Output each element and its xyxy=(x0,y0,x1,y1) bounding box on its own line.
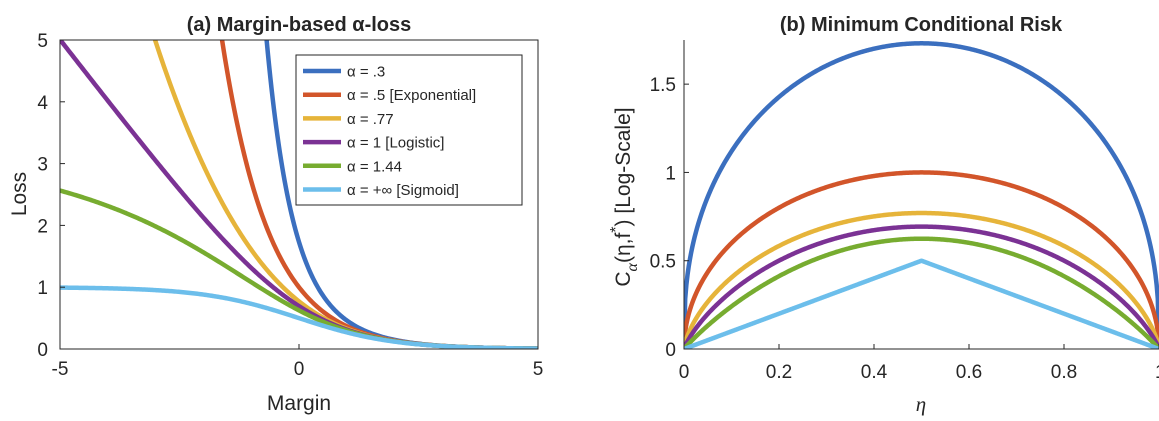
panel-a-xtick-label: 0 xyxy=(294,359,305,380)
panel-b-xtick-label: 1 xyxy=(1155,362,1159,383)
panel-a-ytick-label: 0 xyxy=(37,340,48,361)
legend-label-1: α = .5 [Exponential] xyxy=(347,87,476,104)
panel-a-ytick-label: 5 xyxy=(37,31,48,52)
panel-b-series-group xyxy=(684,41,1159,349)
legend-box xyxy=(295,54,523,206)
ylabel-sup-star: * xyxy=(608,226,625,232)
panel-b-series-line-3 xyxy=(684,224,1159,349)
panel-b-ytick-label: 1 xyxy=(665,163,676,184)
ylabel-rest: ) [Log-Scale] xyxy=(612,107,635,226)
panel-b-series-line-0 xyxy=(684,41,1159,349)
panel-b-series-line-5 xyxy=(684,258,1159,349)
panel-a-xtick-label: 5 xyxy=(533,359,544,380)
panel-b-title: (b) Minimum Conditional Risk xyxy=(780,14,1063,36)
panel-b-xtick-label: 0 xyxy=(679,362,690,383)
panel-b-series-line-1 xyxy=(684,170,1159,349)
panel-b-xtick-label: 0.4 xyxy=(861,362,888,383)
panel-a-ytick-label: 1 xyxy=(37,278,48,299)
ylabel-paren: (η,f xyxy=(612,233,635,264)
panel-a-ylabel: Loss xyxy=(8,172,31,216)
panel-b-xtick-label: 0.2 xyxy=(766,362,792,383)
panel-a-series-group xyxy=(60,40,538,349)
panel-a-ytick-label: 4 xyxy=(37,93,48,114)
panel-b-xtick-label: 0.8 xyxy=(1051,362,1077,383)
panel-a-legend: α = .3 α = .5 [Exponential] α = .77 α = 1 [… xyxy=(295,54,523,206)
panel-b-axes xyxy=(683,40,1159,350)
panel-b-ticks: 0 0.2 0.4 0.6 0.8 1 0 0.5 1 1.5 xyxy=(650,75,1159,383)
panel-b-ytick-label: 0 xyxy=(665,340,676,361)
panel-b-xtick-label: 0.6 xyxy=(956,362,982,383)
panel-a-series-line-5 xyxy=(60,285,538,349)
ylabel-c: C xyxy=(612,271,635,286)
legend-label-2: α = .77 xyxy=(347,111,394,128)
legend-label-3: α = 1 [Logistic] xyxy=(347,135,444,152)
panel-b-xlabel: η xyxy=(916,392,926,416)
panel-b-series-line-2 xyxy=(684,210,1159,349)
ylabel-sub-alpha: α xyxy=(624,262,641,271)
panel-b-ytick-label: 1.5 xyxy=(650,75,676,96)
panel-b-series-line-4 xyxy=(684,236,1159,349)
legend-label-5: α = +∞ [Sigmoid] xyxy=(347,182,459,199)
panel-b-ytick-label: 0.5 xyxy=(650,252,676,273)
panel-b-chart: (b) Minimum Conditional Risk 0 0.2 0.4 0.6 0… xyxy=(608,14,1159,416)
panel-a-ytick-label: 3 xyxy=(37,155,48,176)
panel-a-title: (a) Margin-based α-loss xyxy=(187,14,412,36)
panel-a-ytick-label: 2 xyxy=(37,216,48,237)
legend-label-4: α = 1.44 xyxy=(347,158,402,175)
legend-label-0: α = .3 xyxy=(347,64,385,81)
panel-a-xlabel: Margin xyxy=(267,392,331,415)
panel-a-xtick-label: -5 xyxy=(52,359,69,380)
panel-a-series-line-4 xyxy=(60,188,538,349)
panel-b-ylabel: Cα(η,f*) [Log-Scale] xyxy=(608,107,641,286)
